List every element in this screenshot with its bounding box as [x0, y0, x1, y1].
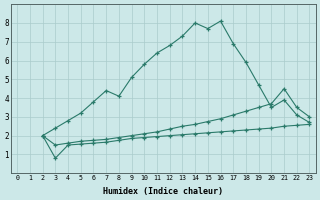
X-axis label: Humidex (Indice chaleur): Humidex (Indice chaleur)	[103, 187, 223, 196]
